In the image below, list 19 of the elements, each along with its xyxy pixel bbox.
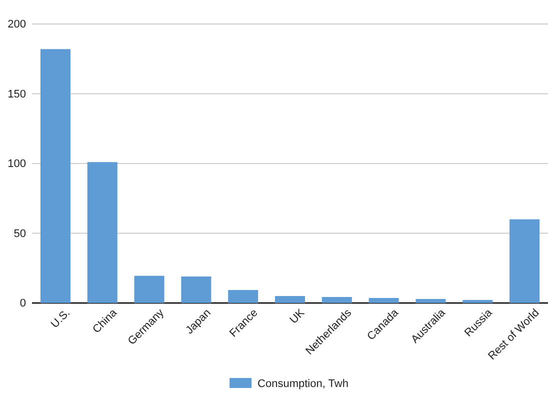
y-tick-label: 50	[14, 228, 26, 240]
bar	[416, 298, 446, 303]
legend-label: Consumption, Twh	[258, 378, 348, 390]
y-tick-label: 200	[8, 18, 26, 31]
bar	[274, 296, 306, 303]
y-tick-label: 0	[20, 298, 26, 310]
bar	[368, 298, 399, 303]
x-tick-label: U.S.	[48, 306, 73, 331]
bar	[134, 276, 164, 303]
bar	[510, 219, 540, 303]
bar	[87, 162, 118, 303]
bar	[40, 49, 70, 303]
y-tick-label: 150	[8, 88, 26, 100]
x-tick-label: UK	[288, 306, 308, 326]
y-tick-label: 100	[8, 158, 26, 170]
bar	[181, 276, 212, 303]
bar	[228, 290, 258, 303]
bar	[322, 297, 352, 303]
bar	[462, 300, 493, 303]
